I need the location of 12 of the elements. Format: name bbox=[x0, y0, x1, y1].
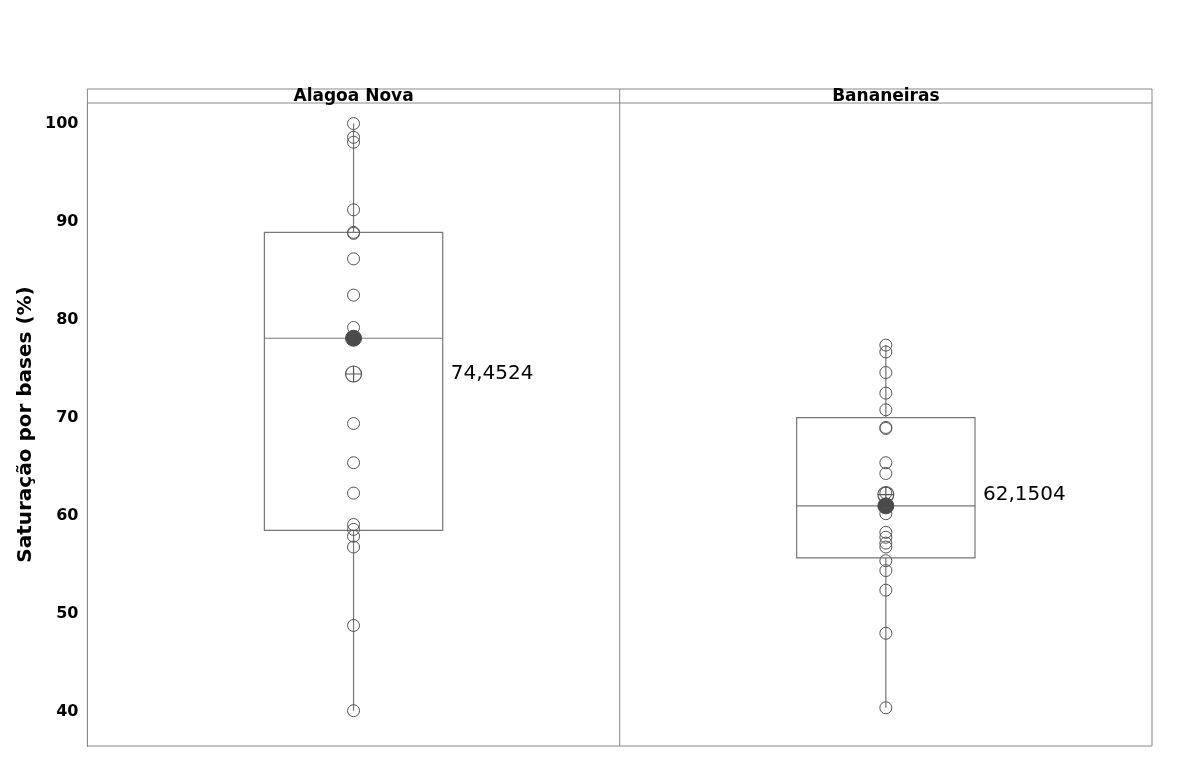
x-tick-label: Alagoa Nova bbox=[293, 85, 414, 106]
y-tick-label: 50 bbox=[56, 602, 79, 622]
y-tick-label: 60 bbox=[56, 504, 79, 524]
x-tick-label: Bananeiras bbox=[832, 85, 940, 106]
y-tick-label: 80 bbox=[56, 308, 79, 328]
annotation: 62,1504 bbox=[983, 480, 1066, 505]
y-tick-label: 90 bbox=[56, 210, 79, 230]
y-axis-title: Saturação por bases (%) bbox=[12, 286, 37, 563]
y-tick-label: 100 bbox=[44, 112, 79, 132]
y-tick-label: 70 bbox=[56, 406, 79, 426]
annotation: 74,4524 bbox=[450, 360, 534, 385]
y-tick-label: 40 bbox=[56, 700, 79, 720]
